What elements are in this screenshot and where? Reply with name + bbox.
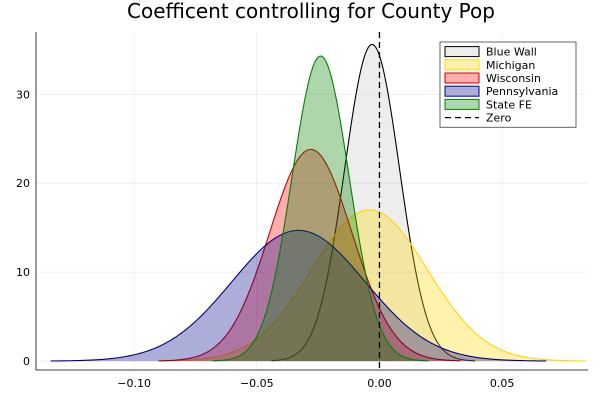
series-line-pennsylvania — [50, 229, 547, 362]
legend-swatch — [444, 72, 480, 84]
series-area-wisconsin — [158, 149, 461, 362]
series-area-state-fe — [212, 56, 429, 362]
legend-swatch — [444, 46, 480, 58]
y-tick-label: 10 — [16, 266, 30, 279]
plot-frame — [35, 32, 588, 371]
legend-swatch — [444, 85, 480, 97]
x-tick-label: −0.10 — [117, 377, 151, 390]
x-tick-label: 0.05 — [490, 377, 515, 390]
series-area-pennsylvania — [50, 230, 547, 362]
series-area-michigan — [158, 209, 586, 362]
legend-label: Pennsylvania — [486, 85, 558, 98]
chart-title: Coefficent controlling for County Pop — [127, 0, 495, 23]
y-tick-label: 0 — [23, 355, 30, 368]
series-areas — [50, 32, 586, 370]
series-line-state-fe — [212, 55, 429, 362]
x-tick-label: −0.05 — [240, 377, 274, 390]
legend-label: Wisconsin — [486, 72, 541, 85]
y-tick-label: 30 — [16, 88, 30, 101]
legend-swatch — [444, 59, 480, 71]
legend-label: Zero — [486, 112, 512, 125]
tick-labels: −0.10 −0.05 0.00 0.05 0 10 20 30 — [16, 88, 514, 390]
legend-label: State FE — [486, 98, 532, 111]
series-line-wisconsin — [158, 148, 461, 362]
series-line-michigan — [158, 209, 586, 362]
y-tick-label: 20 — [16, 177, 30, 190]
legend: Blue WallMichiganWisconsinPennsylvaniaSt… — [439, 41, 577, 128]
legend-swatch — [444, 98, 480, 110]
x-tick-label: 0.00 — [367, 377, 392, 390]
legend-label: Blue Wall — [486, 46, 537, 59]
legend-label: Michigan — [486, 59, 535, 72]
series-area-blue-wall — [271, 44, 476, 362]
